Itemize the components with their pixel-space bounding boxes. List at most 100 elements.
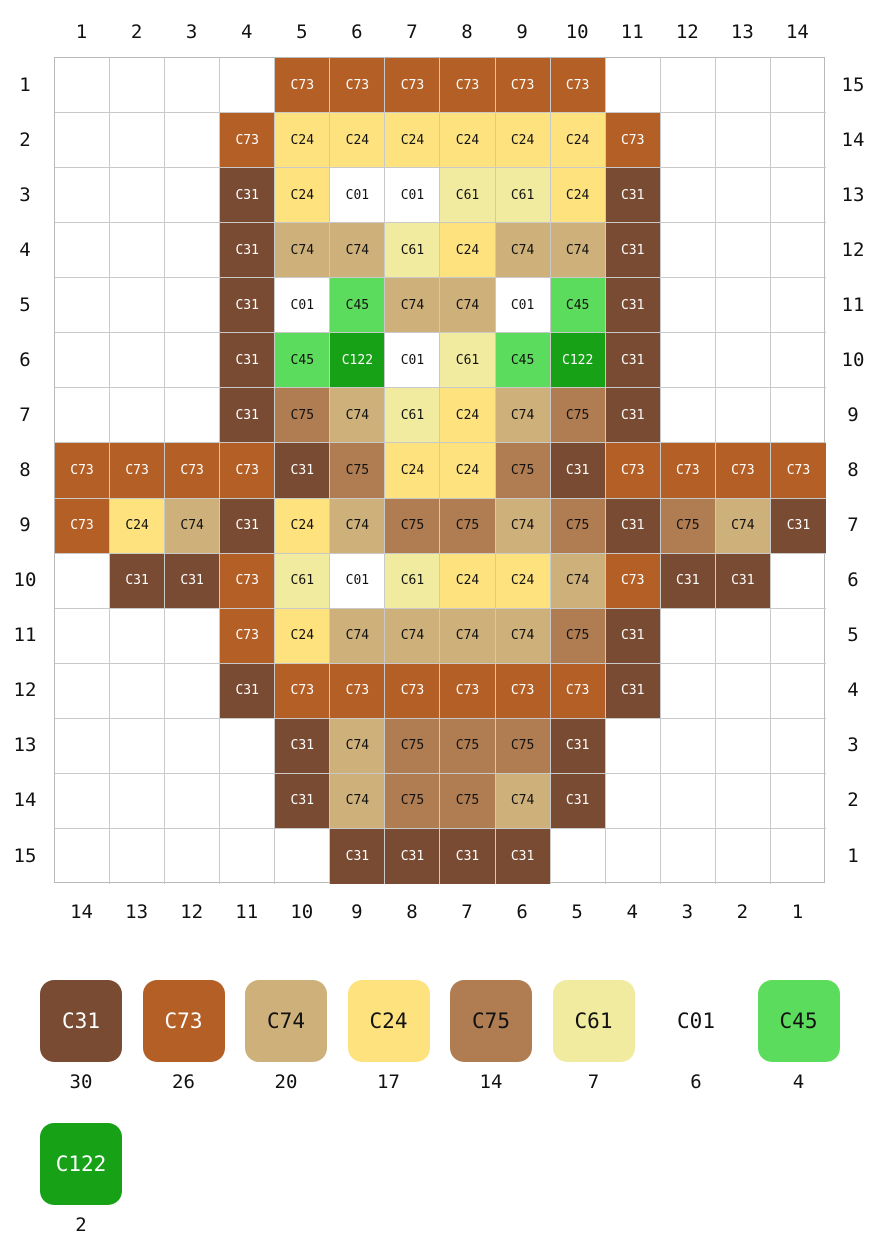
grid-cell: C75 — [440, 498, 496, 554]
row-label-right: 2 — [847, 789, 859, 812]
column-label-bottom: 11 — [235, 901, 259, 923]
grid-cell — [55, 828, 111, 885]
grid-cell — [165, 168, 221, 224]
row-label-right: 11 — [841, 293, 865, 316]
column-label-bottom: 13 — [125, 901, 149, 923]
grid-cell: C73 — [605, 443, 661, 499]
row-label-right: 3 — [847, 734, 859, 757]
grid-cell: C61 — [440, 333, 496, 389]
grid-cell — [55, 388, 111, 444]
grid-cell: C75 — [385, 773, 441, 829]
row-label-right: 9 — [847, 403, 859, 426]
grid-cell — [660, 278, 716, 334]
grid-cell: C75 — [440, 718, 496, 774]
grid-cell: C31 — [605, 663, 661, 719]
grid-cell: C74 — [550, 553, 606, 609]
column-label-top: 1 — [75, 21, 88, 43]
legend-count: 17 — [377, 1071, 400, 1093]
grid-cell — [165, 333, 221, 389]
grid-cell — [551, 828, 606, 885]
grid-cell — [660, 663, 716, 719]
grid-cell: C73 — [385, 663, 441, 719]
grid-cell: C31 — [220, 278, 276, 334]
grid-cell — [660, 58, 716, 114]
grid-cell: C24 — [385, 113, 441, 169]
grid-cell: C73 — [220, 113, 276, 169]
grid-cell: C74 — [715, 498, 771, 554]
column-label-top: 9 — [516, 21, 528, 43]
grid-cell: C31 — [605, 608, 661, 664]
grid-cell: C74 — [385, 278, 441, 334]
row-label-left: 3 — [19, 183, 31, 206]
row-label-right: 7 — [847, 514, 859, 537]
row-label-left: 12 — [13, 679, 37, 702]
grid-cell: C01 — [385, 333, 441, 389]
grid-cell: C45 — [550, 278, 606, 334]
grid-cell: C74 — [495, 498, 551, 554]
row-label-left: 13 — [13, 734, 37, 757]
bead-pattern-grid: C73 C73 C73 C73 C73 C73 C73 C24 C24 C24 C24 C24 C24 C… — [54, 57, 826, 885]
column-label-bottom: 6 — [516, 901, 528, 923]
grid-cell: C75 — [495, 718, 551, 774]
grid-cell: C74 — [440, 278, 496, 334]
grid-cell: C31 — [110, 553, 166, 609]
grid-cell — [605, 58, 661, 114]
grid-cell — [55, 333, 111, 389]
grid-cell: C74 — [275, 223, 331, 279]
grid-cell — [660, 608, 716, 664]
grid-cell: C75 — [385, 498, 441, 554]
grid-cell — [770, 609, 826, 664]
row-label-right: 10 — [841, 348, 865, 371]
grid-cell — [55, 168, 111, 224]
grid-cell: C24 — [385, 443, 441, 499]
grid-cell: C31 — [220, 223, 276, 279]
grid-cell — [220, 773, 276, 829]
grid-cell: C73 — [550, 663, 606, 719]
grid-cell — [110, 333, 166, 389]
grid-cell: C31 — [605, 278, 661, 334]
grid-cell: C31 — [495, 828, 551, 885]
grid-cell — [770, 113, 826, 169]
grid-cell: C31 — [220, 663, 276, 719]
column-label-bottom: 5 — [571, 901, 583, 923]
grid-cell: C74 — [330, 773, 386, 829]
grid-cell — [770, 58, 826, 114]
row-label-right: 8 — [847, 459, 859, 482]
grid-cell: C31 — [385, 828, 441, 885]
grid-cell: C24 — [110, 498, 166, 554]
column-label-bottom: 3 — [681, 901, 694, 923]
grid-cell: C74 — [550, 223, 606, 279]
grid-cell: C61 — [440, 168, 496, 224]
grid-cell: C74 — [330, 608, 386, 664]
grid-cell: C73 — [495, 58, 551, 114]
column-label-bottom: 8 — [406, 901, 418, 923]
grid-cell — [110, 278, 166, 334]
grid-cell: C74 — [330, 223, 386, 279]
grid-cell: C73 — [550, 58, 606, 114]
legend-count: 7 — [587, 1071, 600, 1093]
grid-cell — [55, 278, 111, 334]
grid-cell — [55, 113, 111, 169]
legend-swatch-c01: C01 — [655, 980, 737, 1062]
grid-cell — [605, 773, 661, 829]
legend-swatch-c45: C45 — [757, 980, 840, 1062]
row-label-left: 4 — [19, 238, 31, 261]
grid-cell — [770, 223, 826, 279]
grid-cell: C74 — [330, 388, 386, 444]
grid-cell — [220, 58, 276, 114]
grid-cell: C74 — [385, 608, 441, 664]
column-label-top: 7 — [406, 21, 418, 43]
grid-cell — [110, 113, 166, 169]
grid-cell — [715, 608, 771, 664]
grid-cell: C01 — [330, 168, 386, 224]
column-label-top: 13 — [730, 21, 754, 43]
grid-cell — [165, 388, 221, 444]
row-label-left: 7 — [19, 403, 31, 426]
grid-cell: C31 — [715, 553, 771, 609]
grid-cell: C01 — [330, 553, 386, 609]
legend-swatch-c73: C73 — [142, 980, 225, 1062]
column-label-top: 14 — [785, 21, 809, 43]
grid-cell — [110, 608, 166, 664]
grid-cell: C24 — [330, 113, 386, 169]
grid-cell: C61 — [385, 388, 441, 444]
